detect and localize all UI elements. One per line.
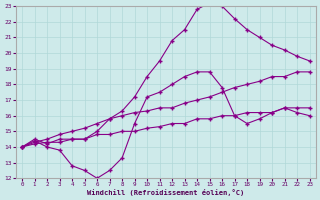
X-axis label: Windchill (Refroidissement éolien,°C): Windchill (Refroidissement éolien,°C)	[87, 189, 244, 196]
